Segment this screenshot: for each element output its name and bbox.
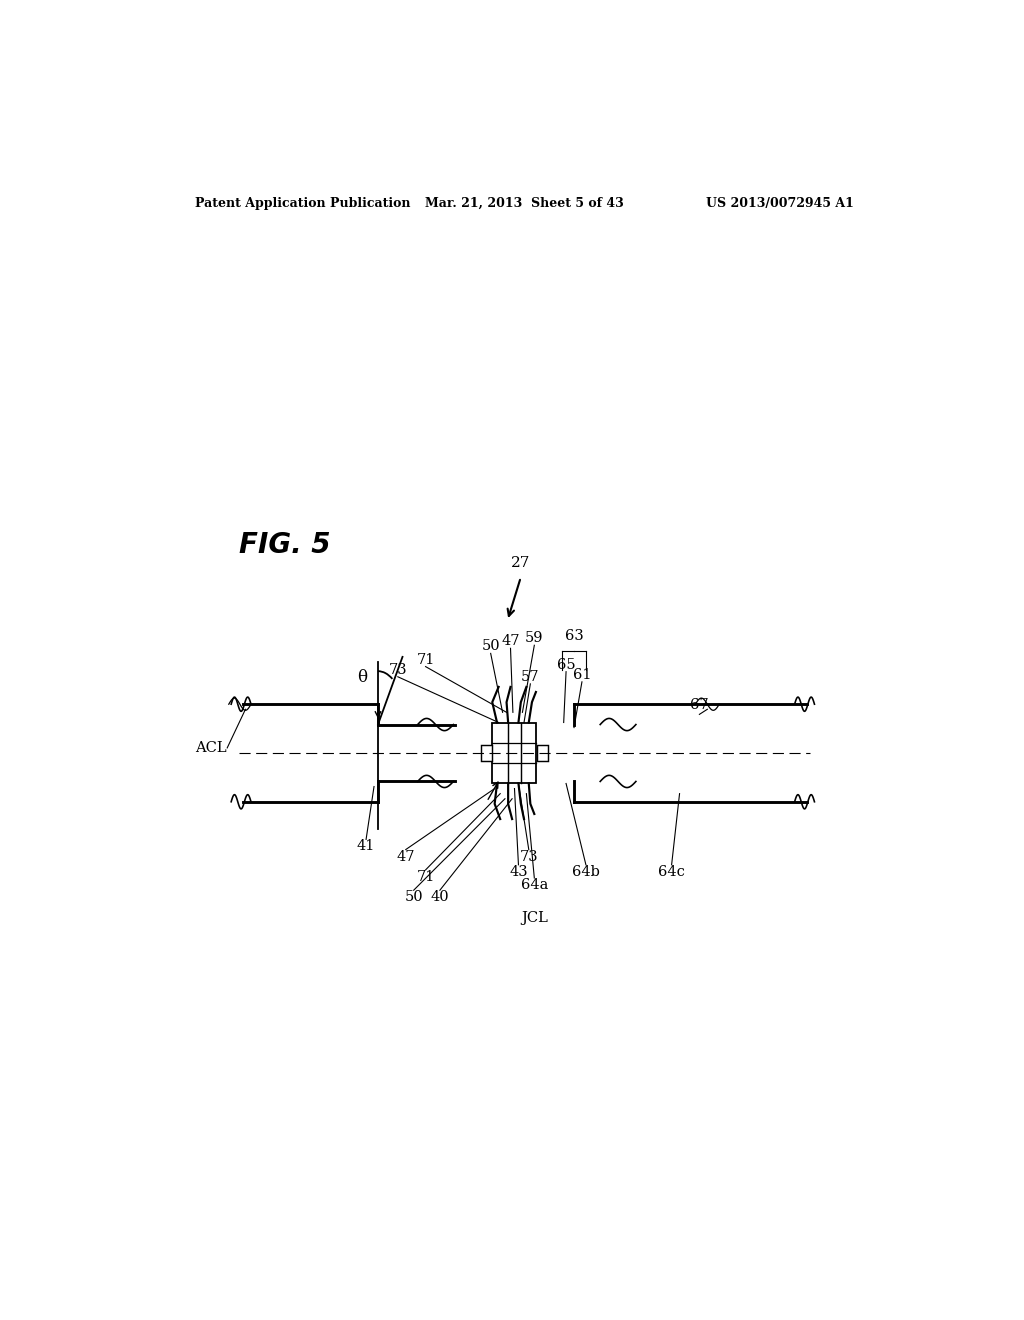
Text: 47: 47: [396, 850, 415, 863]
Text: 71: 71: [417, 652, 435, 667]
Text: 47: 47: [502, 635, 520, 648]
Text: 64c: 64c: [658, 865, 685, 879]
Text: 59: 59: [525, 631, 544, 645]
Text: 67: 67: [690, 698, 709, 713]
Text: ACL: ACL: [196, 741, 227, 755]
Text: 64b: 64b: [572, 865, 600, 879]
Text: 57: 57: [521, 669, 540, 684]
Text: 50: 50: [404, 890, 423, 904]
Text: Patent Application Publication: Patent Application Publication: [196, 197, 411, 210]
Text: 63: 63: [564, 630, 584, 643]
Text: 73: 73: [388, 663, 408, 677]
Text: 41: 41: [357, 840, 375, 854]
Text: Mar. 21, 2013  Sheet 5 of 43: Mar. 21, 2013 Sheet 5 of 43: [425, 197, 625, 210]
Text: 43: 43: [509, 865, 527, 879]
Text: 73: 73: [519, 850, 538, 863]
Text: FIG. 5: FIG. 5: [240, 531, 331, 558]
Text: θ: θ: [357, 669, 368, 686]
Bar: [481, 744, 493, 762]
Text: US 2013/0072945 A1: US 2013/0072945 A1: [707, 197, 854, 210]
Text: 61: 61: [572, 668, 591, 682]
Text: 65: 65: [557, 657, 575, 672]
Bar: [537, 744, 548, 762]
Text: JCL: JCL: [521, 911, 548, 924]
Text: 40: 40: [430, 890, 450, 904]
FancyBboxPatch shape: [493, 722, 536, 784]
Text: 64a: 64a: [520, 878, 548, 892]
Text: 71: 71: [417, 870, 435, 884]
Text: 50: 50: [481, 639, 500, 653]
Text: 27: 27: [511, 556, 530, 570]
